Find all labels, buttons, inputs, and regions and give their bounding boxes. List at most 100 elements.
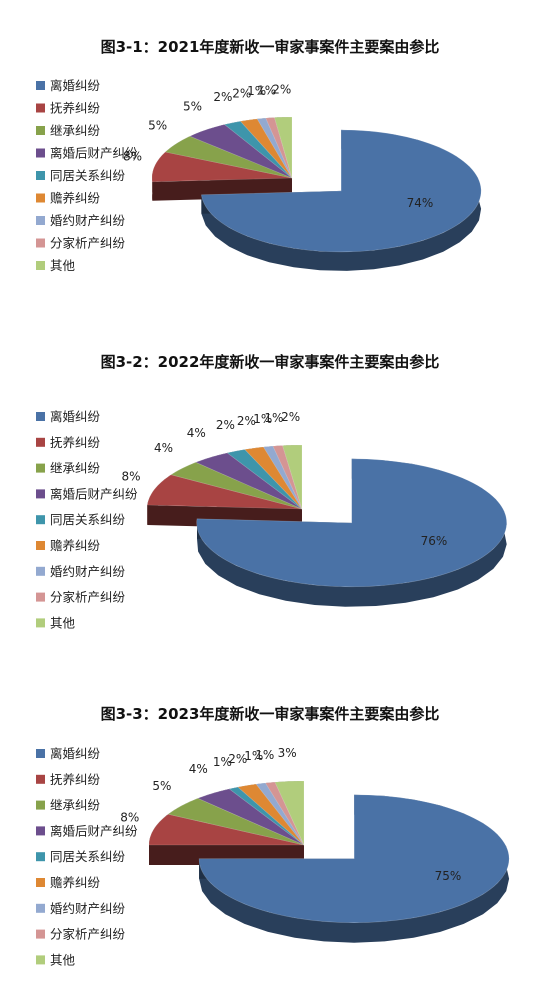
- data-label: 1%: [253, 412, 272, 426]
- legend-swatch: [36, 148, 45, 158]
- legend-swatch: [36, 566, 45, 576]
- chart-title-2023: 图3-3：2023年度新收一审家事案件主要案由参比: [100, 705, 440, 723]
- legend-label: 分家析产纠纷: [50, 590, 126, 605]
- legend-label: 抚养纠纷: [50, 772, 101, 787]
- legend-label: 婚约财产纠纷: [50, 213, 126, 228]
- data-label: 1%: [264, 411, 283, 425]
- pie-slice: [223, 120, 293, 179]
- data-label: 4%: [189, 762, 208, 776]
- legend-label: 抚养纠纷: [50, 101, 101, 116]
- legend-swatch: [36, 81, 45, 90]
- legend-label: 离婚后财产纠纷: [50, 823, 138, 838]
- legend-label: 抚养纠纷: [50, 435, 101, 450]
- pie-slice: [272, 445, 303, 510]
- legend-swatch: [36, 955, 45, 965]
- data-label: 1%: [247, 84, 266, 98]
- data-label: 75%: [435, 869, 462, 883]
- pie-slice: [195, 452, 303, 510]
- pie-slice: [244, 446, 303, 510]
- pie-slice: [148, 813, 305, 846]
- data-label: 8%: [121, 469, 140, 483]
- data-label: 2%: [216, 418, 235, 432]
- pie-slice: [198, 794, 510, 923]
- pie-slice: [196, 458, 507, 588]
- legend-swatch: [36, 261, 45, 270]
- pie-slice: [201, 129, 482, 253]
- data-label: 1%: [213, 755, 232, 769]
- data-label: 5%: [148, 119, 167, 133]
- data-label: 2%: [237, 414, 256, 428]
- pie-slice: [274, 116, 293, 179]
- data-label: 1%: [255, 748, 274, 762]
- pie-slice: [146, 474, 303, 510]
- pie-slice: [228, 786, 305, 846]
- legend-label: 其他: [50, 258, 76, 273]
- data-label: 2%: [281, 410, 300, 424]
- legend-swatch: [36, 852, 45, 862]
- legend-label: 分家析产纠纷: [50, 236, 126, 251]
- pie-slice: [274, 780, 305, 846]
- legend-label: 婚约财产纠纷: [50, 901, 126, 916]
- legend-swatch: [36, 541, 45, 550]
- pie-slice: [255, 782, 305, 846]
- legend-label: 离婚后财产纠纷: [50, 146, 138, 161]
- legend-label: 赡养纠纷: [50, 538, 101, 553]
- pie-slice: [226, 449, 303, 510]
- pie-slice: [189, 124, 293, 179]
- pie-slice: [170, 461, 303, 510]
- data-label: 1%: [257, 83, 276, 97]
- data-label: 5%: [183, 100, 202, 114]
- legend-swatch: [36, 238, 45, 248]
- legend-swatch: [36, 126, 45, 135]
- legend-label: 同居关系纠纷: [50, 512, 126, 527]
- legend-label: 其他: [50, 952, 76, 967]
- legend-swatch: [36, 463, 45, 473]
- legend-swatch: [36, 800, 45, 810]
- pie-slice: [256, 117, 293, 179]
- data-label: 2%: [272, 82, 291, 96]
- pie-slice: [262, 445, 303, 510]
- legend-label: 其他: [50, 615, 76, 630]
- pie-slice: [164, 135, 293, 179]
- legend-label: 离婚纠纷: [50, 78, 101, 93]
- data-label: 2%: [228, 752, 247, 766]
- data-label: 5%: [152, 779, 171, 793]
- legend-swatch: [36, 903, 45, 913]
- legend-swatch: [36, 618, 45, 628]
- pie-slice: [237, 783, 305, 846]
- data-label: 76%: [421, 534, 448, 548]
- pie-slice: [265, 117, 293, 179]
- data-label: 8%: [123, 150, 142, 164]
- legend-label: 赡养纠纷: [50, 191, 101, 206]
- pie-chart-2: 离婚纠纷抚养纠纷继承纠纷离婚后财产纠纷同居关系纠纷赡养纠纷婚约财产纠纷分家析产纠…: [36, 409, 507, 630]
- legend-label: 离婚纠纷: [50, 746, 101, 761]
- pie-slice: [197, 788, 305, 846]
- chart-title-2021: 图3-1：2021年度新收一审家事案件主要案由参比: [100, 38, 440, 56]
- legend-swatch: [36, 412, 45, 421]
- chart-title-2022: 图3-2：2022年度新收一审家事案件主要案由参比: [100, 353, 440, 371]
- data-label: 4%: [187, 426, 206, 440]
- pie-chart-1: 离婚纠纷抚养纠纷继承纠纷离婚后财产纠纷同居关系纠纷赡养纠纷婚约财产纠纷分家析产纠…: [36, 78, 482, 273]
- data-label: 2%: [213, 90, 232, 104]
- legend-swatch: [36, 489, 45, 499]
- legend-label: 婚约财产纠纷: [50, 564, 126, 579]
- legend-swatch: [36, 437, 45, 447]
- legend-label: 离婚纠纷: [50, 409, 101, 424]
- data-label: 2%: [232, 86, 251, 100]
- legend-swatch: [36, 193, 45, 203]
- pie-chart-3: 离婚纠纷抚养纠纷继承纠纷离婚后财产纠纷同居关系纠纷赡养纠纷婚约财产纠纷分家析产纠…: [36, 746, 510, 967]
- legend-label: 继承纠纷: [50, 461, 101, 476]
- legend-swatch: [36, 103, 45, 113]
- pie-slice: [239, 118, 293, 179]
- legend-label: 继承纠纷: [50, 798, 101, 813]
- pie-slice: [264, 781, 305, 846]
- legend-swatch: [36, 774, 45, 784]
- legend-label: 离婚后财产纠纷: [50, 486, 138, 501]
- data-label: 8%: [120, 811, 139, 825]
- legend-swatch: [36, 749, 45, 758]
- legend-swatch: [36, 515, 45, 525]
- legend-label: 同居关系纠纷: [50, 168, 126, 183]
- data-label: 3%: [278, 746, 297, 760]
